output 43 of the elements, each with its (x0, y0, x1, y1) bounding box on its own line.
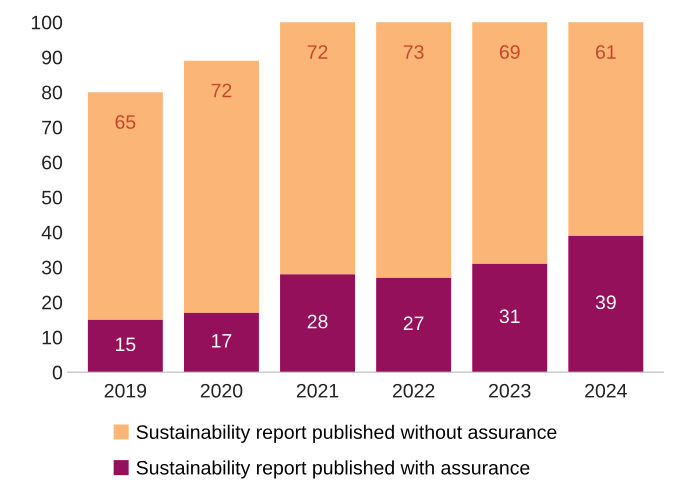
bar (184, 312, 259, 372)
data-label: 28 (308, 314, 328, 328)
x-tick-label: 2019 (104, 384, 146, 398)
data-label: 72 (308, 45, 328, 59)
y-tick-label: 70 (42, 120, 62, 134)
y-tick-label: 80 (42, 86, 62, 100)
legend-label: Sustainability report published without assurance (136, 424, 556, 443)
x-tick-label: 2023 (489, 384, 530, 398)
y-tick-label: 20 (42, 296, 62, 310)
bar (280, 274, 356, 372)
y-tick-label: 40 (42, 226, 62, 240)
bar (280, 22, 356, 274)
data-label: 65 (116, 115, 136, 129)
data-label: 61 (596, 45, 616, 59)
y-tick-label: 0 (52, 366, 62, 380)
y-tick-label: 50 (42, 190, 62, 204)
bar (88, 92, 163, 320)
bar (88, 320, 163, 372)
bar (568, 236, 644, 372)
bar (568, 22, 644, 236)
y-tick-label: 60 (42, 156, 62, 170)
y-tick-label: 90 (42, 50, 62, 64)
data-label: 15 (116, 338, 136, 352)
bar (376, 22, 452, 278)
data-label: 69 (500, 45, 520, 59)
bar (376, 278, 452, 372)
bar (472, 22, 548, 264)
bar (472, 264, 548, 372)
x-tick-label: 2022 (392, 384, 434, 398)
y-tick-label: 10 (42, 330, 62, 344)
legend-label: Sustainability report published with assurance (136, 460, 530, 478)
x-tick-label: 2020 (200, 384, 242, 398)
data-label: 39 (596, 295, 616, 310)
data-label: 73 (404, 45, 424, 59)
x-tick-label: 2021 (296, 384, 338, 398)
bar (184, 60, 259, 313)
x-tick-label: 2024 (585, 384, 627, 398)
data-label: 27 (404, 316, 424, 330)
data-label: 17 (212, 334, 232, 348)
y-tick-label: 100 (32, 16, 62, 30)
data-label: 72 (212, 84, 232, 98)
data-label: 31 (500, 309, 520, 324)
y-tick-label: 30 (42, 260, 62, 274)
